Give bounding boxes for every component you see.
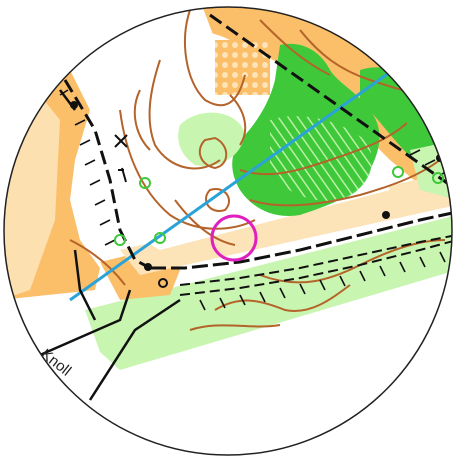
small-knoll-icon [114, 234, 126, 246]
small-knoll-icon [392, 166, 404, 178]
dot-icon [382, 211, 390, 219]
vegetation-hatched [270, 116, 372, 201]
small-knoll-icon [158, 278, 168, 288]
small-knoll-icon [154, 232, 166, 244]
rough-open-strip [120, 170, 452, 275]
dot-icon [70, 101, 78, 109]
boulder-field [215, 40, 270, 95]
dot-icon [381, 99, 389, 107]
contour-lines [69, 9, 451, 331]
dot-icon [144, 263, 152, 271]
map-lens-border [3, 6, 453, 456]
small-knoll-icon [139, 177, 151, 189]
cross-icon [114, 134, 128, 148]
control-circle-icon[interactable] [210, 214, 258, 262]
small-knoll-icon [432, 172, 444, 184]
dot-icon [406, 118, 414, 126]
power-line [69, 63, 401, 302]
boulder-icon [118, 167, 127, 183]
